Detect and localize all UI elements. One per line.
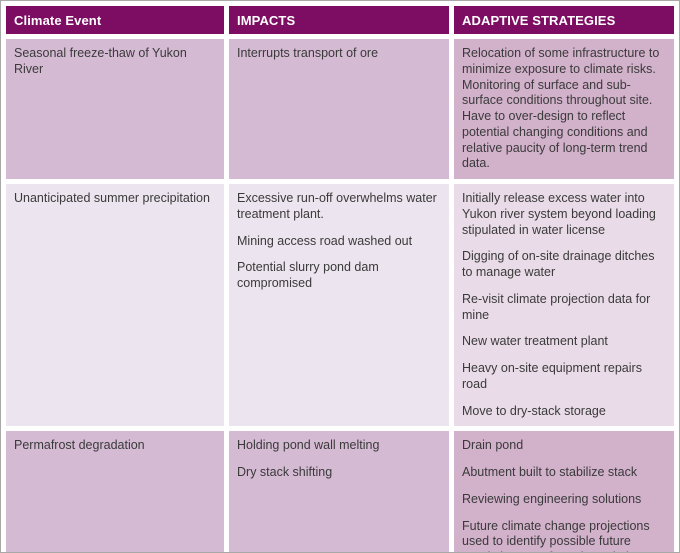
cell-strategies: Drain pond Abutment built to stabilize s… bbox=[454, 431, 674, 553]
table-row: Unanticipated summer precipitation Exces… bbox=[6, 184, 674, 427]
cell-paragraph: Excessive run-off overwhelms water treat… bbox=[237, 191, 437, 221]
cell-paragraph: Seasonal freeze-thaw of Yukon River bbox=[14, 46, 187, 76]
cell-paragraph: New water treatment plant bbox=[462, 334, 608, 349]
table-row: Seasonal freeze-thaw of Yukon River Inte… bbox=[6, 39, 674, 179]
header-row: Climate Event IMPACTS ADAPTIVE STRATEGIE… bbox=[6, 6, 674, 34]
header-cell-impacts: IMPACTS bbox=[229, 6, 449, 34]
table-row: Permafrost degradation Holding pond wall… bbox=[6, 431, 674, 553]
cell-paragraph: Dry stack shifting bbox=[237, 465, 333, 479]
cell-paragraph: Holding pond wall melting bbox=[237, 438, 380, 453]
cell-paragraph: Reviewing engineering solutions bbox=[462, 491, 642, 506]
cell-paragraph: Heavy on-site equipment repairs road bbox=[462, 361, 642, 391]
header-cell-adaptive-strategies: ADAPTIVE STRATEGIES bbox=[454, 6, 674, 34]
cell-paragraph: Unanticipated summer precipitation bbox=[14, 191, 210, 205]
cell-impacts: Interrupts transport of ore bbox=[229, 39, 449, 179]
cell-impacts: Holding pond wall melting Dry stack shif… bbox=[229, 431, 449, 552]
cell-paragraph: Abutment built to stabilize stack bbox=[462, 465, 638, 479]
header-cell-climate-event: Climate Event bbox=[6, 6, 224, 34]
cell-strategies: Relocation of some infrastructure to min… bbox=[454, 39, 674, 179]
cell-climate-event: Seasonal freeze-thaw of Yukon River bbox=[6, 39, 224, 179]
cell-paragraph: Mining access road washed out bbox=[237, 233, 413, 248]
cell-paragraph: Initially release excess water into Yuko… bbox=[462, 191, 656, 237]
cell-paragraph: Interrupts transport of ore bbox=[237, 46, 379, 60]
cell-climate-event: Permafrost degradation bbox=[6, 431, 224, 552]
cell-paragraph: Relocation of some infrastructure to min… bbox=[462, 46, 660, 171]
cell-paragraph: Drain pond bbox=[462, 438, 524, 453]
cell-paragraph: Re-visit climate projection data for min… bbox=[462, 291, 651, 322]
cell-impacts: Excessive run-off overwhelms water treat… bbox=[229, 184, 449, 427]
cell-strategies: Initially release excess water into Yuko… bbox=[454, 184, 674, 427]
cell-paragraph: Permafrost degradation bbox=[14, 438, 145, 453]
cell-paragraph: Digging of on-site drainage ditches to m… bbox=[462, 249, 655, 279]
cell-paragraph: Potential slurry pond dam compromised bbox=[237, 260, 379, 290]
cell-climate-event: Unanticipated summer precipitation bbox=[6, 184, 224, 427]
cell-paragraph: Future climate change projections used t… bbox=[462, 518, 659, 553]
cell-paragraph: Move to dry-stack storage bbox=[462, 403, 606, 418]
